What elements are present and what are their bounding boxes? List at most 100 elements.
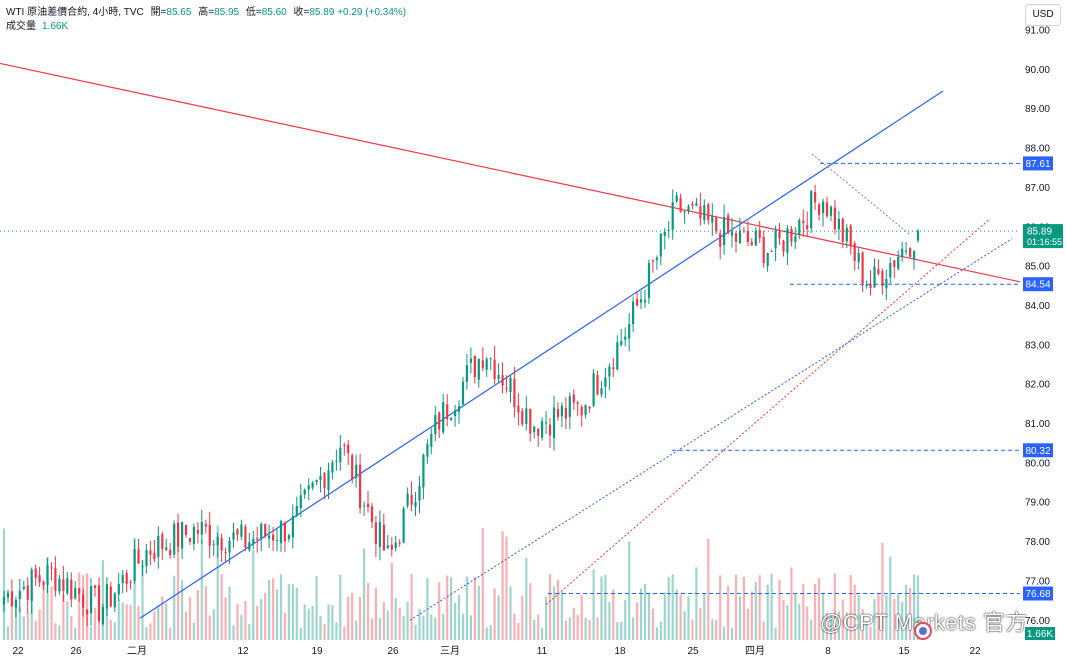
currency-button[interactable]: USD <box>1025 4 1061 26</box>
time-tick-label: 11 <box>537 646 548 657</box>
candle-body <box>97 585 101 621</box>
volume-bar <box>256 605 259 640</box>
candle-body <box>604 377 607 387</box>
candle-body <box>78 588 81 594</box>
candle-body <box>133 549 136 582</box>
volume-bar <box>200 539 203 640</box>
volume-bar <box>469 615 472 640</box>
candle-body <box>497 374 500 379</box>
candle-body <box>723 217 726 246</box>
price-tick-label: 83.00 <box>1025 340 1050 351</box>
candle-body <box>620 341 623 345</box>
volume-label[interactable]: 成交量 <box>6 21 36 32</box>
candle-body <box>541 421 544 438</box>
volume-bar <box>493 588 496 640</box>
candle-body <box>323 473 326 488</box>
candle-body <box>378 521 381 547</box>
candle-body <box>212 543 215 545</box>
horizontal-rays[interactable] <box>548 162 1020 594</box>
symbol-title[interactable]: WTI 原油差價合約, 4小時, TVC <box>6 7 144 18</box>
volume-bar <box>430 614 433 640</box>
candle-body <box>54 568 57 591</box>
volume-bar <box>750 591 753 640</box>
candle-body <box>86 609 89 615</box>
candle-body <box>584 405 587 415</box>
volume-bar <box>849 575 852 640</box>
candle-body <box>382 524 385 551</box>
candle-body <box>46 565 49 585</box>
volume-bar <box>509 586 512 640</box>
volume-bar <box>730 627 734 640</box>
candle-body <box>572 394 575 403</box>
volume-bar <box>10 598 13 640</box>
volume-bar <box>833 573 836 640</box>
volume-bar <box>157 605 160 640</box>
volume-bar <box>378 618 381 640</box>
dotted-guide-line[interactable] <box>811 153 911 236</box>
candle-body <box>525 408 528 424</box>
red-dotted-channel[interactable] <box>545 218 991 605</box>
price-marker-label: 87.61 <box>1025 159 1050 170</box>
price-marker-label: 76.68 <box>1025 589 1050 600</box>
candle-body <box>588 406 591 409</box>
volume-bar <box>264 593 267 640</box>
open-label: 開= <box>150 7 167 18</box>
volume-bars <box>2 525 920 640</box>
candle-body <box>548 424 552 436</box>
volume-bar <box>810 619 813 640</box>
countdown-label: 01:16:55 <box>1027 237 1062 247</box>
volume-bar <box>343 626 346 640</box>
candle-body <box>913 251 916 260</box>
volume-bar <box>806 606 809 640</box>
candle-body <box>264 524 267 537</box>
candle-body <box>366 503 370 508</box>
candle-body <box>141 566 144 567</box>
candle-body <box>410 494 413 505</box>
candle-body <box>351 455 354 480</box>
volume-bar <box>786 605 789 640</box>
volume-bar <box>366 582 370 640</box>
volume-bar <box>307 608 310 640</box>
blue-dotted-channel[interactable] <box>409 238 1013 621</box>
volume-bar <box>240 614 243 640</box>
volume-bar <box>6 626 10 640</box>
volume-bar <box>434 617 437 640</box>
volume-bar <box>916 575 920 640</box>
candle-body <box>647 263 651 298</box>
candle-body <box>608 366 611 377</box>
volume-bar <box>790 567 793 640</box>
volume-bar <box>177 531 180 640</box>
volume-bar <box>604 574 607 640</box>
time-tick-label: 25 <box>687 646 699 657</box>
candle-body <box>93 585 97 588</box>
price-tick-label: 88.00 <box>1025 144 1050 155</box>
candle-body <box>208 525 211 546</box>
volume-bar <box>643 584 647 640</box>
candle-body <box>715 217 718 232</box>
candle-body <box>509 377 512 393</box>
candle-body <box>624 336 627 340</box>
volume-bar <box>347 596 350 640</box>
red-trend-line[interactable] <box>0 62 1021 283</box>
volume-bar <box>632 617 635 640</box>
candle-body <box>798 220 801 235</box>
volume-bar <box>738 596 742 640</box>
drawing-tools[interactable] <box>0 62 1021 621</box>
price-tick-label: 82.00 <box>1025 380 1050 391</box>
blue-trend-line[interactable] <box>139 90 944 619</box>
candle-body <box>758 230 761 238</box>
candle-body <box>109 586 112 607</box>
candle-body <box>501 375 504 386</box>
candle-body <box>137 549 140 564</box>
volume-bar <box>390 562 393 640</box>
candle-body <box>473 355 476 378</box>
candle-body <box>386 545 389 548</box>
candle-body <box>42 581 45 585</box>
volume-bar <box>723 626 726 640</box>
volume-bar <box>715 619 718 640</box>
volume-bar <box>268 580 271 640</box>
time-tick-label: 19 <box>311 646 323 657</box>
volume-bar <box>885 595 888 640</box>
